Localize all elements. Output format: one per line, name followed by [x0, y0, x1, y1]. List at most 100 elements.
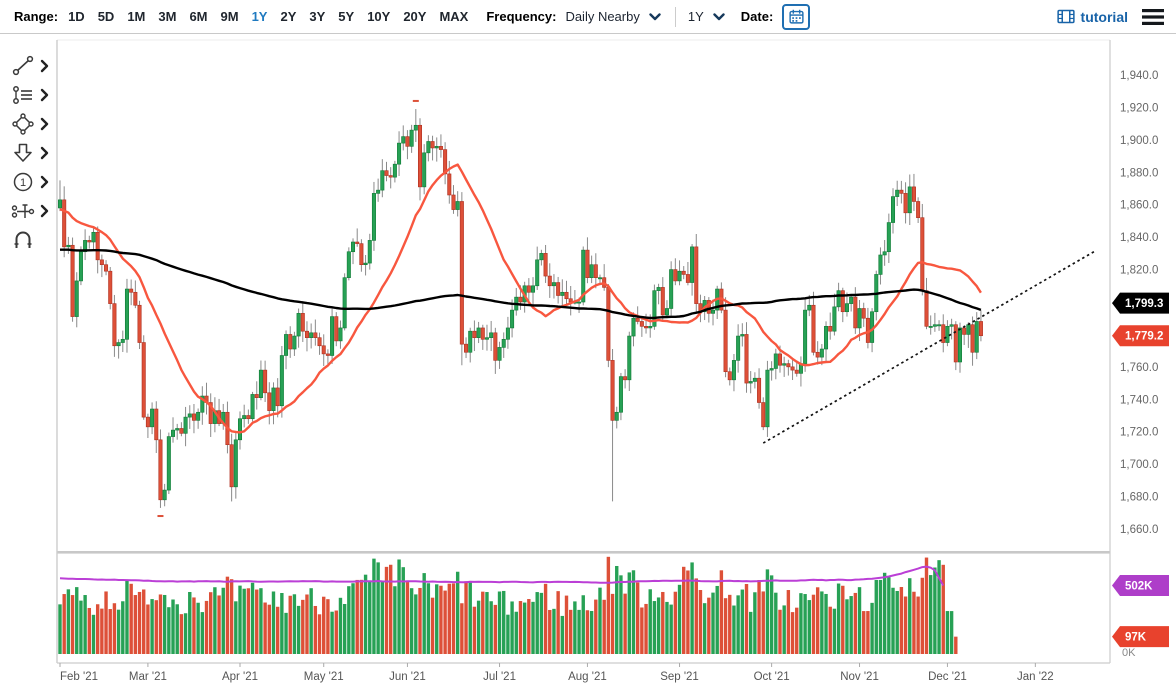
volume-bar — [782, 605, 786, 654]
candle — [397, 142, 402, 165]
candle — [313, 332, 318, 338]
volume-bar — [866, 611, 870, 654]
volume-bar — [631, 570, 636, 654]
number-annotation-tool[interactable]: 1 — [0, 170, 56, 194]
volume-bar — [489, 601, 493, 654]
volume-bar — [464, 581, 468, 654]
volume-bar — [439, 585, 443, 654]
candle — [531, 285, 536, 293]
menu-icon[interactable] — [1142, 8, 1164, 25]
candle — [179, 428, 184, 434]
volume-bar — [167, 607, 171, 654]
candle — [95, 231, 100, 261]
range-button-max[interactable]: MAX — [439, 9, 469, 24]
range-button-1y[interactable]: 1Y — [251, 9, 268, 24]
volume-bar — [229, 579, 234, 654]
volume-bar — [870, 602, 874, 654]
candle — [723, 309, 728, 373]
volume-bar — [217, 595, 221, 654]
svg-text:502K: 502K — [1125, 580, 1153, 592]
volume-bar — [317, 614, 322, 654]
range-button-2y[interactable]: 2Y — [280, 9, 297, 24]
candle — [644, 326, 649, 329]
volume-bar — [66, 589, 71, 654]
candle — [966, 324, 971, 335]
candle — [409, 129, 414, 147]
volume-bar — [522, 602, 527, 654]
candle — [145, 416, 150, 428]
svg-text:Aug '21: Aug '21 — [568, 671, 607, 683]
range-button-9m[interactable]: 9M — [220, 9, 239, 24]
range-button-1m[interactable]: 1M — [127, 9, 146, 24]
candle — [242, 415, 247, 420]
volume-bar — [648, 589, 652, 654]
calendar-button[interactable] — [782, 3, 811, 30]
svg-text:1,779.2: 1,779.2 — [1125, 331, 1163, 343]
range-button-10y[interactable]: 10Y — [367, 9, 391, 24]
price-axis: 1,940.0 1,920.0 1,900.0 1,880.0 1,860.0 1,840… — [1120, 70, 1158, 536]
range-button-5d[interactable]: 5D — [97, 9, 115, 24]
volume-bar — [142, 589, 146, 654]
candle — [920, 217, 925, 291]
candle — [740, 334, 745, 337]
volume-bar — [845, 599, 849, 654]
volume-bar — [941, 564, 945, 654]
volume-bar — [183, 613, 188, 654]
tutorial-link[interactable]: tutorial — [1056, 9, 1128, 25]
candle — [610, 360, 615, 421]
candle — [78, 251, 83, 282]
range-button-5y[interactable]: 5Y — [338, 9, 355, 24]
volume-bar — [62, 594, 66, 654]
candle — [581, 249, 586, 303]
candle — [304, 330, 309, 338]
candle — [196, 411, 201, 421]
volume-bar — [476, 600, 481, 654]
annotation-list-tool[interactable] — [0, 83, 56, 107]
volume-bar — [380, 580, 385, 654]
volume-bar — [234, 601, 238, 654]
volume-bar — [598, 587, 602, 654]
range-button-20y[interactable]: 20Y — [403, 9, 427, 24]
candle — [623, 376, 628, 381]
volume-bar — [104, 591, 108, 654]
candle — [292, 335, 297, 350]
range-button-3y[interactable]: 3Y — [309, 9, 326, 24]
frequency-dropdown[interactable]: Daily Nearby — [565, 9, 661, 24]
volume-bar — [774, 592, 778, 654]
volume-bar — [150, 599, 154, 654]
svg-text:Dec '21: Dec '21 — [928, 671, 967, 683]
volume-bar — [799, 593, 803, 654]
trendline-tool[interactable] — [0, 54, 56, 78]
candle — [539, 253, 544, 261]
volume-bar — [556, 591, 560, 654]
candle — [158, 439, 163, 501]
candle — [233, 439, 238, 488]
magnet-tool[interactable] — [0, 228, 56, 252]
range-button-1d[interactable]: 1D — [68, 9, 85, 24]
measure-tool[interactable] — [0, 199, 56, 223]
candle — [769, 368, 774, 371]
volume-bar — [564, 595, 569, 654]
volume-bar — [539, 592, 544, 654]
candle — [137, 304, 142, 343]
candle — [673, 269, 678, 282]
candle — [275, 387, 280, 407]
volume-bar — [79, 600, 83, 654]
range-button-3m[interactable]: 3M — [158, 9, 177, 24]
candle — [229, 444, 234, 488]
candle — [83, 240, 88, 253]
candle — [652, 290, 657, 327]
candle — [957, 327, 962, 363]
svg-text:Mar '21: Mar '21 — [129, 671, 167, 683]
volume-bar — [862, 611, 866, 654]
polygon-tool[interactable] — [0, 112, 56, 136]
candle — [828, 326, 833, 332]
volume-bar — [418, 587, 422, 654]
date-label: Date: — [740, 9, 774, 24]
volume-bar — [761, 591, 765, 654]
period-dropdown[interactable]: 1Y — [688, 9, 725, 24]
range-button-6m[interactable]: 6M — [189, 9, 208, 24]
volume-bar — [443, 590, 447, 654]
arrow-tool[interactable] — [0, 141, 56, 165]
